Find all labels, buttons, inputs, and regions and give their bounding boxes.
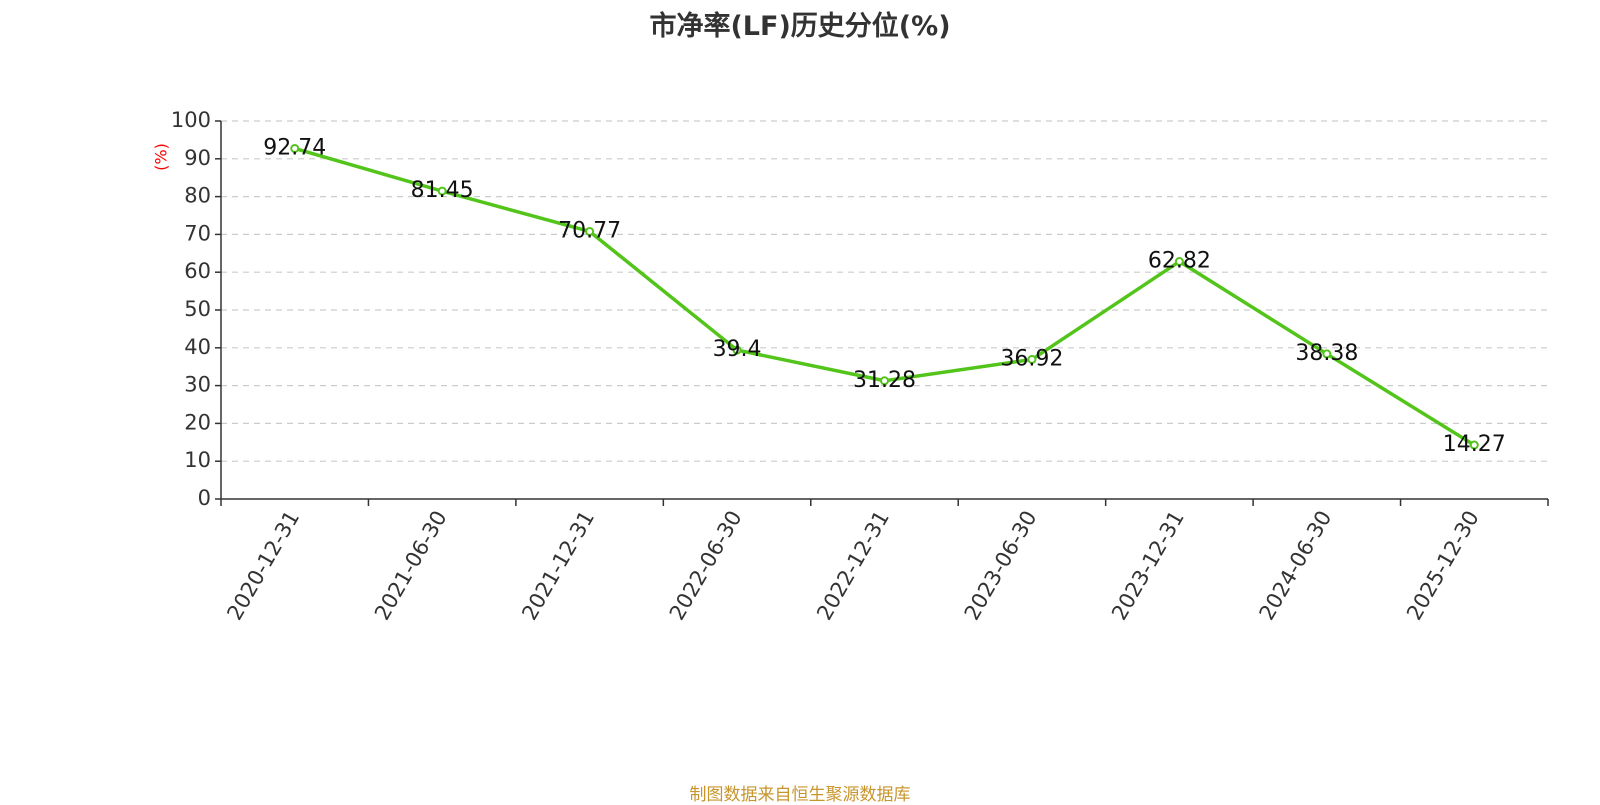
y-tick-label: 10 <box>184 448 211 472</box>
data-label: 92.74 <box>263 135 326 160</box>
x-tick-label: 2024-06-30 <box>1255 507 1337 625</box>
data-point <box>1322 349 1332 359</box>
data-label: 62.82 <box>1148 249 1211 274</box>
data-point <box>1174 257 1184 267</box>
y-tick-label: 40 <box>184 335 211 359</box>
y-tick-label: 100 <box>171 108 211 132</box>
data-label: 38.38 <box>1295 341 1358 366</box>
y-tick-label: 60 <box>184 259 211 283</box>
x-tick-label: 2020-12-31 <box>222 507 304 625</box>
data-point <box>437 186 447 196</box>
data-label: 36.92 <box>1000 346 1063 371</box>
x-tick-label: 2021-06-30 <box>370 506 452 624</box>
y-tick-label: 80 <box>184 184 211 208</box>
data-label: 70.77 <box>558 218 621 243</box>
y-tick-label: 90 <box>184 146 211 170</box>
data-label: 31.28 <box>853 368 916 393</box>
y-axis-label: (%) <box>152 143 171 171</box>
x-tick-label: 2025-12-30 <box>1402 507 1484 625</box>
data-point <box>290 143 300 153</box>
chart-title: 市净率(LF)历史分位(%) <box>649 11 951 42</box>
x-tick-label: 2022-12-31 <box>812 507 894 625</box>
data-label: 14.27 <box>1443 432 1506 457</box>
y-tick-label: 0 <box>198 486 211 510</box>
x-tick-label: 2023-12-31 <box>1107 507 1189 625</box>
grid-lines <box>221 120 1548 462</box>
axes: 0 10 20 30 40 50 60 70 80 90 100(%) 2020-12-31 2021-… <box>152 108 1549 624</box>
data-point <box>880 376 889 386</box>
y-tick-label: 20 <box>184 410 211 434</box>
data-label: 81.45 <box>411 178 474 203</box>
data-point <box>1469 440 1479 450</box>
x-tick-label: 2023-06-30 <box>960 507 1042 625</box>
y-tick-label: 50 <box>184 297 211 321</box>
data-point <box>1027 354 1037 364</box>
data-point <box>585 226 595 236</box>
x-tick-label: 2021-12-31 <box>517 507 599 625</box>
series-line <box>290 143 1479 450</box>
data-label: 39.4 <box>713 337 762 362</box>
y-tick-label: 70 <box>184 221 211 245</box>
x-tick-label: 2022-06-30 <box>665 507 747 625</box>
y-tick-label: 30 <box>184 373 211 397</box>
data-point <box>732 345 742 355</box>
data-labels: 92.74 81.45 70.77 39.4 31.28 36.92 62.82 38.38 1… <box>263 135 1506 457</box>
source-note: 制图数据来自恒生聚源数据库 <box>689 785 911 805</box>
